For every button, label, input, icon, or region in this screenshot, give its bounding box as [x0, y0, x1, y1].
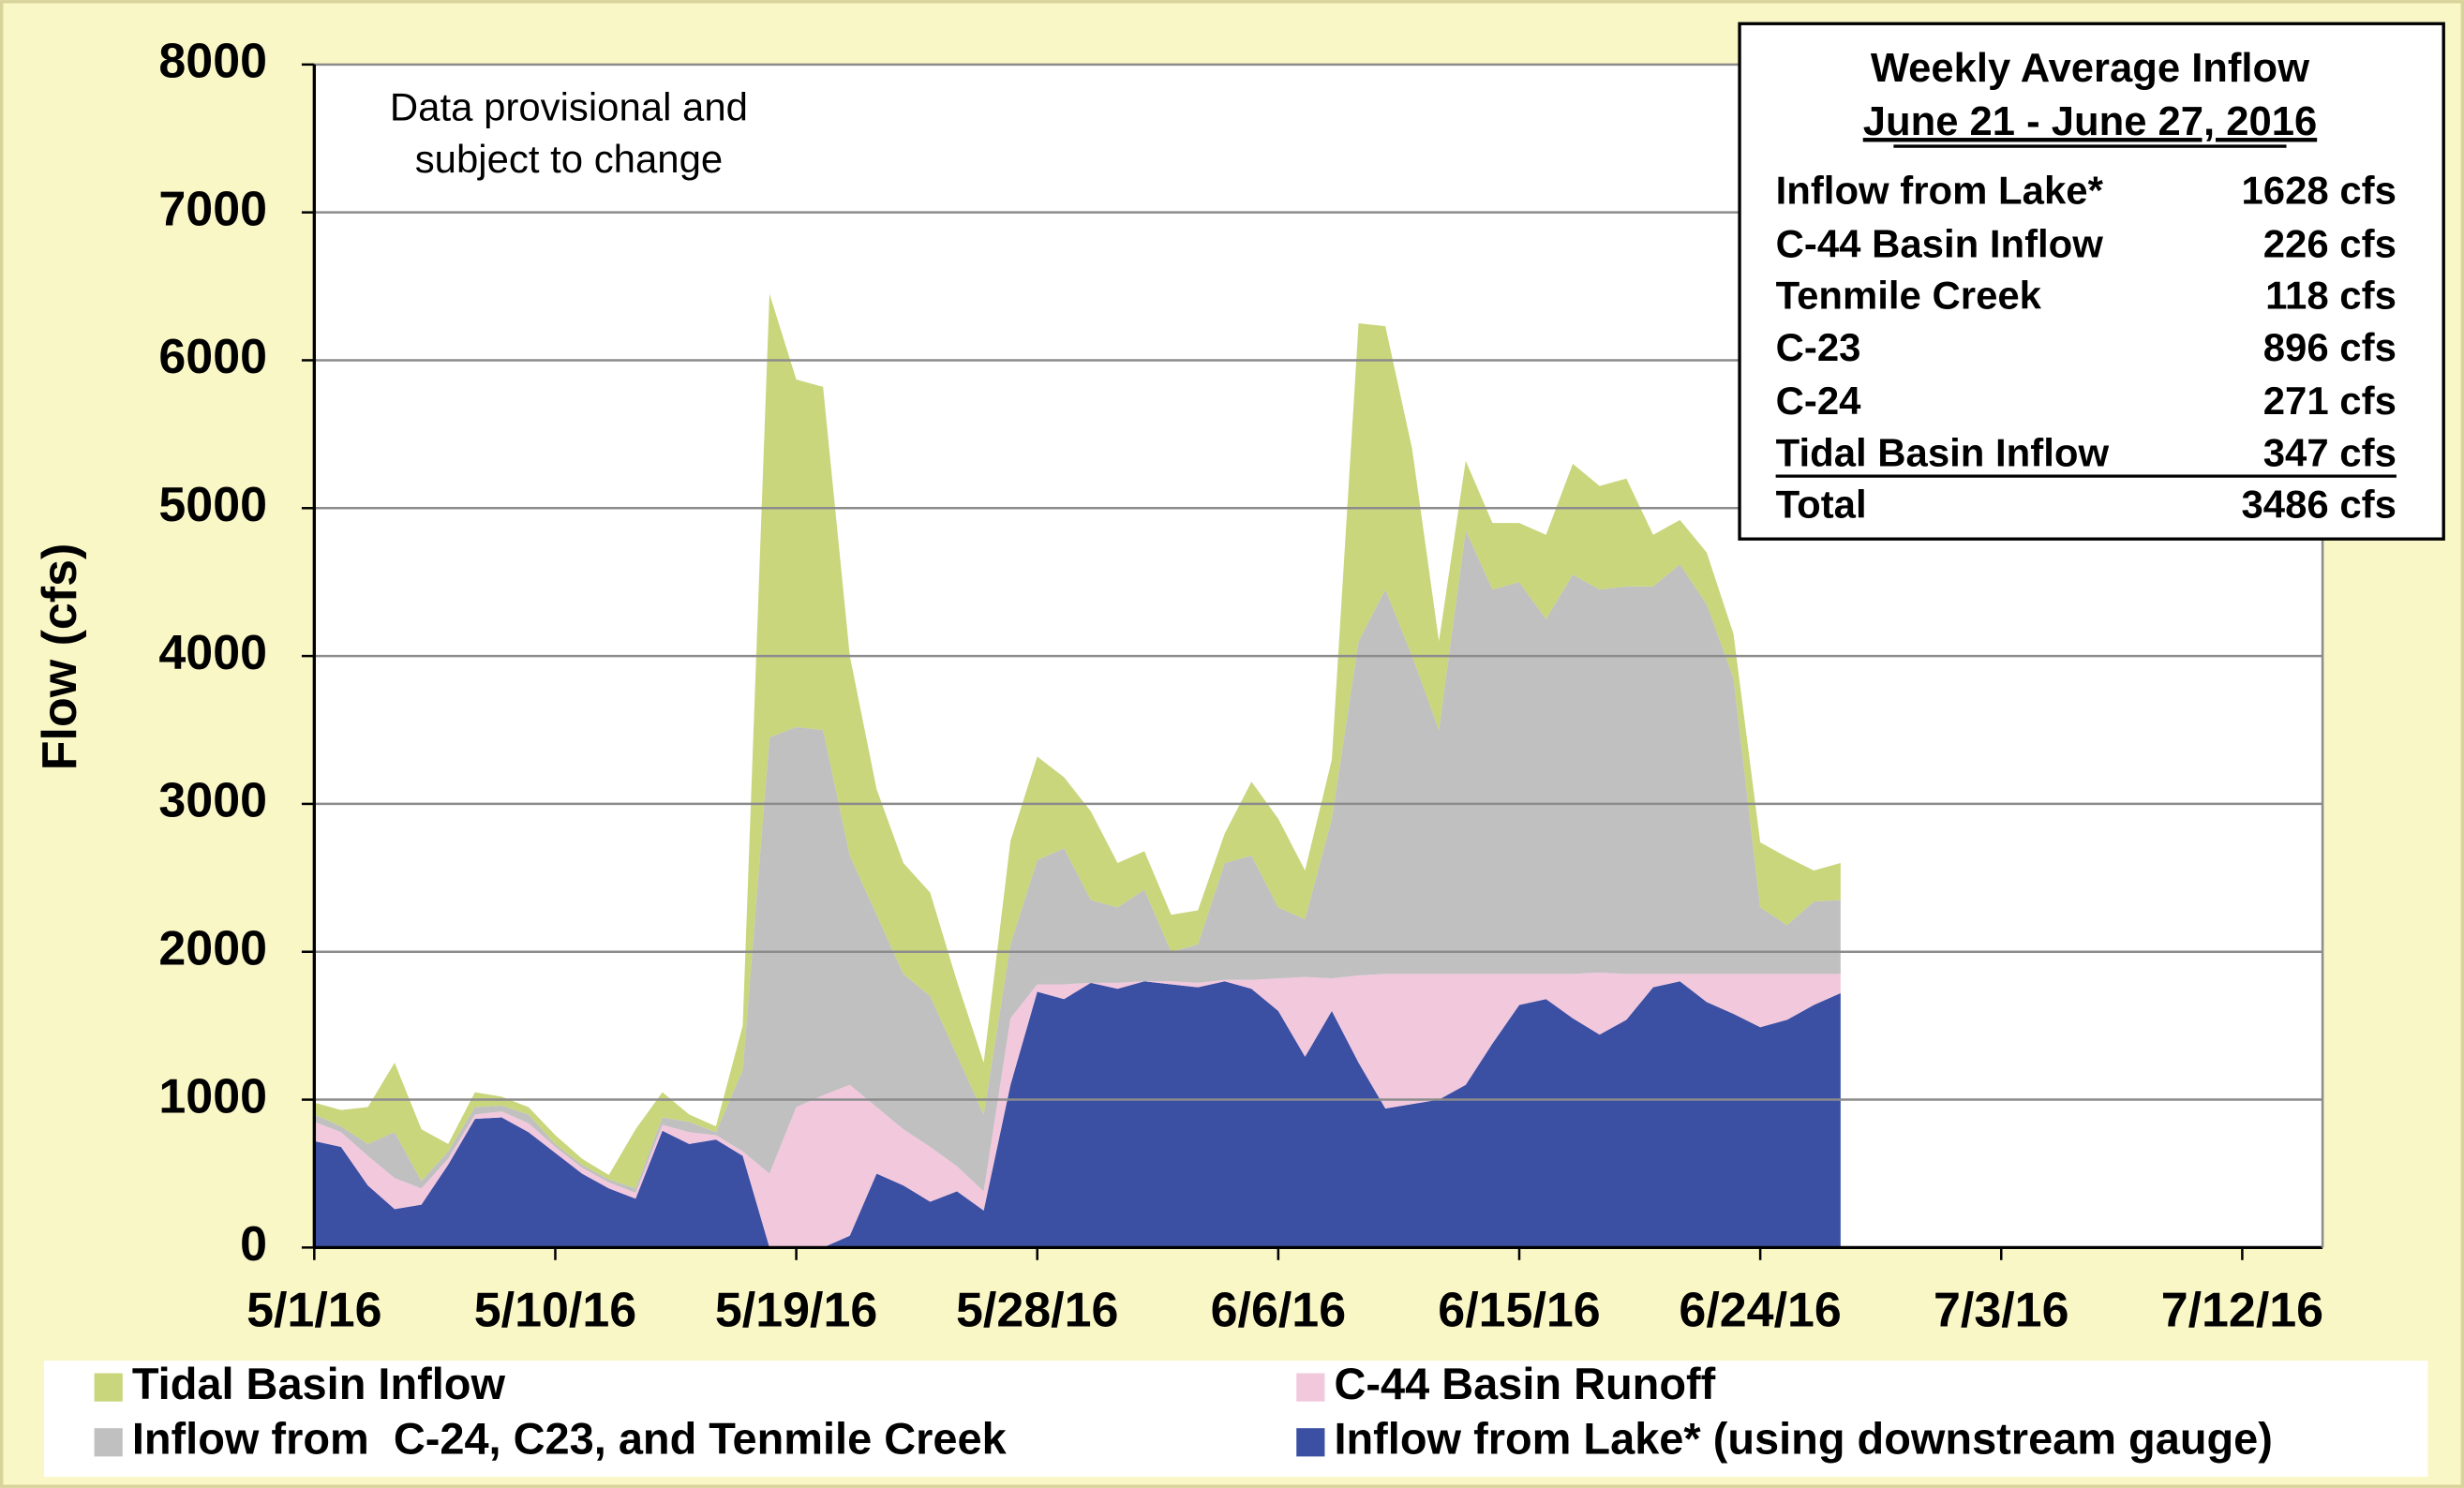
y-tick-label: 6000 — [158, 330, 267, 384]
x-tick-label: 7/12/16 — [2161, 1284, 2323, 1338]
legend-swatch — [1296, 1428, 1325, 1457]
x-tick-label: 5/28/16 — [956, 1284, 1118, 1338]
x-tick-label: 6/24/16 — [1679, 1284, 1841, 1338]
info-label: Tenmile Creek — [1776, 274, 2042, 318]
legend-label: Inflow from C-24, C23, and Tenmile Creek — [132, 1415, 1008, 1464]
y-tick-label: 0 — [240, 1217, 267, 1272]
area — [314, 529, 1841, 1193]
info-title: Weekly Average Inflow — [1871, 46, 2309, 91]
y-tick-label: 8000 — [158, 35, 267, 89]
info-label: C-24 — [1776, 379, 1862, 423]
info-value: 896 cfs — [2263, 325, 2397, 369]
area — [314, 981, 1841, 1248]
info-value: 3486 cfs — [2241, 483, 2396, 527]
legend-label: Tidal Basin Inflow — [132, 1360, 506, 1408]
annotation: Data provisional and — [390, 85, 748, 129]
y-tick-label: 2000 — [158, 921, 267, 975]
area — [314, 293, 1841, 1189]
annotation: subject to change — [415, 137, 724, 181]
info-box — [1738, 22, 2445, 541]
y-tick-label: 3000 — [158, 774, 267, 828]
info-value: 347 cfs — [2263, 430, 2397, 474]
x-tick-label: 6/6/16 — [1211, 1284, 1347, 1338]
info-value: 1628 cfs — [2241, 168, 2396, 212]
y-axis-label: Flow (cfs) — [33, 543, 87, 771]
x-tick-label: 7/3/16 — [1934, 1284, 2069, 1338]
x-tick-label: 6/15/16 — [1438, 1284, 1600, 1338]
y-tick-label: 1000 — [158, 1069, 267, 1123]
info-label: Total — [1776, 483, 1867, 527]
y-tick-label: 4000 — [158, 626, 267, 680]
info-value: 118 cfs — [2265, 274, 2397, 318]
area — [314, 972, 1841, 1248]
info-value: 271 cfs — [2263, 379, 2397, 423]
legend-label: Inflow from Lake* (using downstream gaug… — [1334, 1415, 2272, 1464]
info-label: Tidal Basin Inflow — [1776, 430, 2110, 474]
legend-swatch — [1296, 1373, 1325, 1402]
legend-swatch — [94, 1373, 123, 1402]
legend-label: C-44 Basin Runoff — [1334, 1360, 1715, 1408]
x-tick-label: 5/1/16 — [246, 1284, 381, 1338]
info-value: 226 cfs — [2263, 221, 2397, 265]
info-subtitle: June 21 - June 27, 2016 — [1863, 99, 2317, 144]
x-tick-label: 5/19/16 — [715, 1284, 877, 1338]
legend-swatch — [94, 1428, 123, 1457]
info-label: Inflow from Lake* — [1776, 168, 2104, 212]
y-tick-label: 5000 — [158, 478, 267, 532]
info-label: C-23 — [1776, 325, 1861, 369]
info-label: C-44 Basin Inflow — [1776, 221, 2104, 265]
x-tick-label: 5/10/16 — [474, 1284, 636, 1338]
legend-box — [43, 1361, 2428, 1478]
y-tick-label: 7000 — [158, 182, 267, 236]
